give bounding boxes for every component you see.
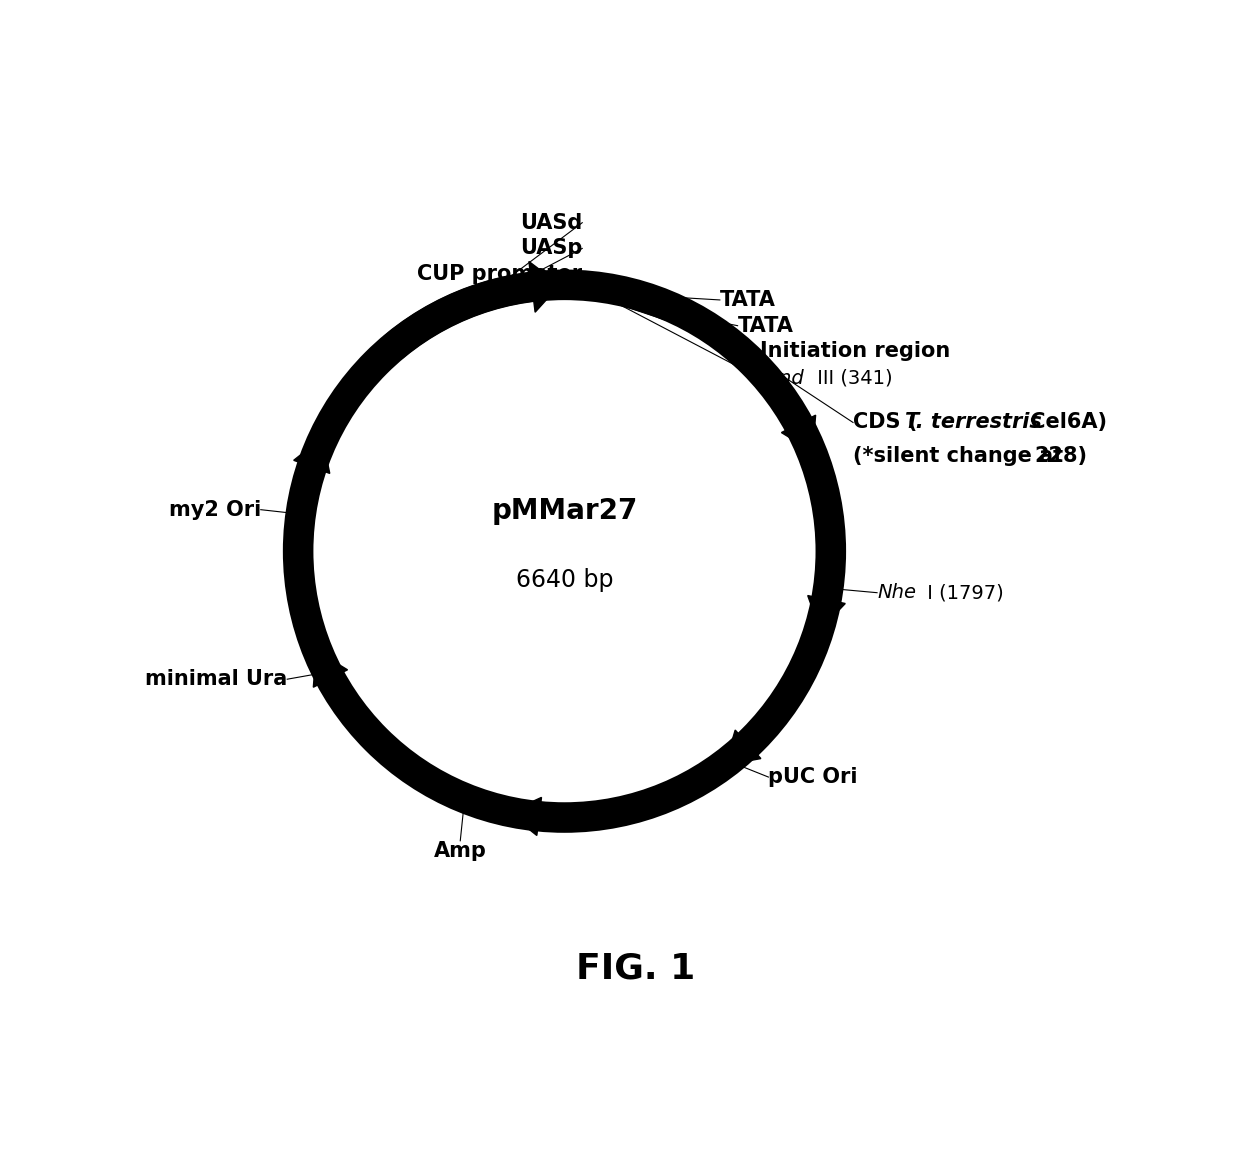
Text: TATA: TATA — [720, 289, 776, 310]
Polygon shape — [314, 650, 347, 687]
Text: 6640 bp: 6640 bp — [516, 567, 614, 591]
Text: my2 Ori: my2 Ori — [169, 499, 260, 520]
Text: UASp: UASp — [520, 239, 583, 258]
Text: Cel6A): Cel6A) — [1023, 413, 1107, 432]
Text: FIG. 1: FIG. 1 — [575, 951, 696, 986]
Polygon shape — [807, 596, 846, 630]
Polygon shape — [508, 798, 542, 836]
Text: CDS (: CDS ( — [853, 413, 918, 432]
Text: 228): 228) — [1034, 446, 1087, 466]
Polygon shape — [384, 262, 559, 359]
Text: CUP promoter: CUP promoter — [417, 264, 583, 284]
Text: pUC Ori: pUC Ori — [769, 767, 858, 787]
Text: III (341): III (341) — [811, 369, 893, 387]
Text: Amp: Amp — [434, 841, 486, 861]
Text: pMMar27: pMMar27 — [491, 497, 637, 526]
Text: (*silent change at: (*silent change at — [853, 446, 1075, 466]
Text: Hind: Hind — [760, 369, 805, 387]
Text: I (1797): I (1797) — [921, 583, 1004, 602]
Text: Initiation region: Initiation region — [760, 341, 950, 361]
Polygon shape — [781, 415, 816, 452]
Text: Nhe: Nhe — [877, 583, 916, 602]
Polygon shape — [725, 730, 761, 766]
Text: TATA: TATA — [738, 316, 794, 336]
Text: UASd: UASd — [520, 212, 583, 233]
Text: T. terrestris: T. terrestris — [904, 413, 1042, 432]
Polygon shape — [294, 438, 330, 474]
Text: minimal Ura: minimal Ura — [145, 669, 288, 689]
